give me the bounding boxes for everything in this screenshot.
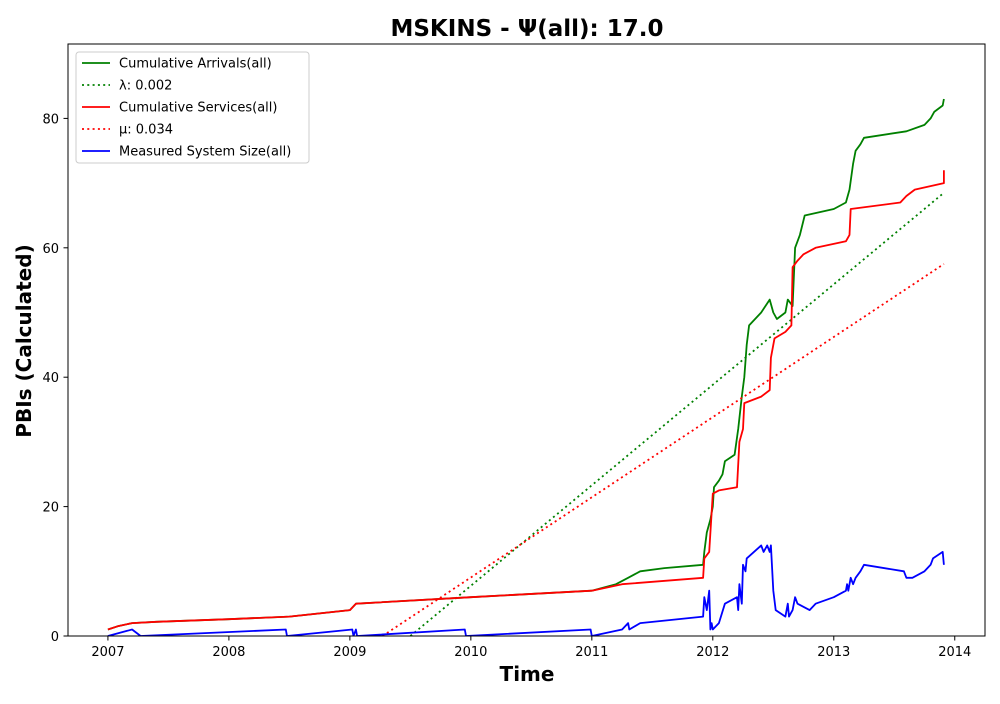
y-tick-label: 40 [42,371,59,386]
x-tick-label: 2013 [817,645,850,660]
legend-label: Measured System Size(all) [119,145,291,160]
series-line-4 [107,544,945,636]
legend-box [75,51,310,164]
x-tick-label: 2011 [575,645,608,660]
series-layer [107,98,945,636]
x-tick-label: 2007 [91,645,124,660]
y-tick-label: 80 [42,112,59,127]
legend-label: λ: 0.002 [119,79,172,94]
plot-frame [67,43,986,637]
x-tick-label: 2008 [212,645,245,660]
legend-label: μ: 0.034 [119,123,173,138]
axes-layer: 2007 2008 2009 2010 2011 2012 2013 2014 0 20 40 60 8… [42,43,986,660]
y-axis-label: PBIs (Calculated) [12,244,36,437]
series-line-3 [382,263,945,636]
x-axis-label: Time [500,662,555,686]
legend-label: Cumulative Arrivals(all) [119,57,272,72]
legend-label: Cumulative Services(all) [119,101,277,116]
series-line-2 [107,170,945,631]
y-tick-label: 60 [42,242,59,257]
y-tick-label: 20 [42,501,59,516]
y-tick-label: 0 [51,630,59,645]
series-line-1 [409,192,945,636]
chart-title: MSKINS - Ψ(all): 17.0 [390,16,663,42]
x-tick-label: 2014 [938,645,971,660]
x-tick-label: 2010 [454,645,487,660]
x-tick-label: 2009 [333,645,366,660]
x-tick-label: 2012 [696,645,729,660]
legend: Cumulative Arrivals(all) λ: 0.002 Cumulati… [75,51,310,164]
series-line-0 [107,98,945,631]
